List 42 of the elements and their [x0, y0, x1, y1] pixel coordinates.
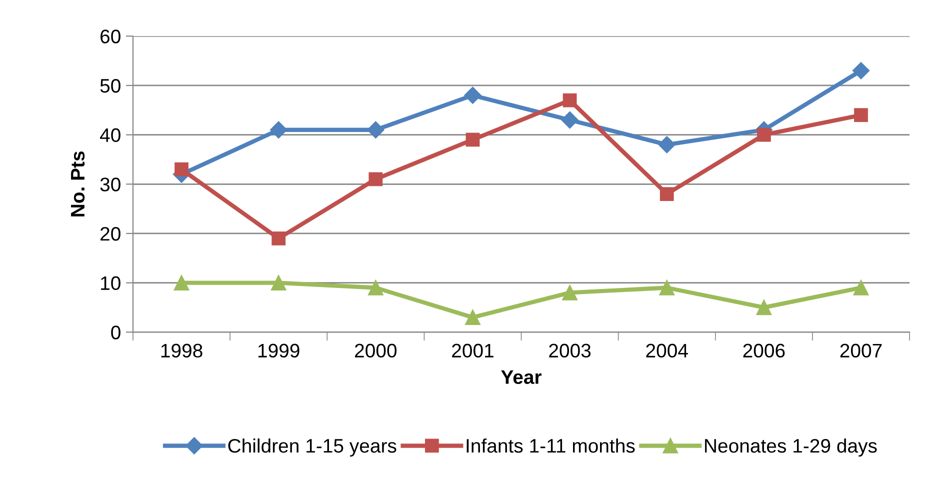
point: [756, 300, 772, 316]
x-tick-label: 2007: [840, 344, 882, 358]
legend-label: Children 1-15 years: [228, 438, 396, 457]
point: [756, 128, 771, 142]
point: [174, 275, 190, 290]
legend-label: Neonates 1-29 days: [705, 438, 877, 457]
y-tick-label: 40: [100, 128, 120, 142]
x-tick-label: 1999: [258, 344, 300, 358]
point: [272, 231, 286, 246]
y-axis-title: No. Pts: [71, 151, 85, 216]
y-tick-label: 0: [111, 326, 120, 340]
y-tick-label: 50: [100, 78, 120, 93]
point: [852, 62, 870, 80]
point: [367, 121, 384, 138]
legend-label: Infants 1-11 months: [466, 438, 635, 453]
point: [562, 93, 577, 108]
point: [465, 310, 480, 325]
x-tick-label: 1998: [161, 344, 202, 358]
x-tick-label: 2001: [452, 344, 494, 358]
y-tick-label: 60: [100, 30, 120, 44]
point: [562, 285, 578, 300]
x-axis-title: Year: [501, 370, 542, 384]
x-tick-label: 2006: [743, 344, 785, 358]
y-tick-label: 10: [101, 276, 120, 290]
point: [270, 275, 286, 290]
point: [174, 162, 188, 176]
point: [561, 111, 578, 129]
point: [853, 280, 869, 296]
point: [659, 280, 675, 296]
x-tick-label: 2003: [549, 344, 591, 358]
x-tick-label: 2004: [646, 344, 688, 358]
point: [270, 121, 288, 138]
point: [660, 187, 674, 201]
x-tick-label: 2000: [355, 344, 397, 358]
y-tick-label: 30: [100, 178, 120, 192]
y-tick-label: 20: [100, 226, 120, 241]
point: [368, 172, 383, 186]
point: [368, 280, 384, 296]
point: [466, 132, 480, 147]
point: [464, 86, 482, 104]
point: [658, 136, 676, 154]
point: [854, 108, 868, 122]
